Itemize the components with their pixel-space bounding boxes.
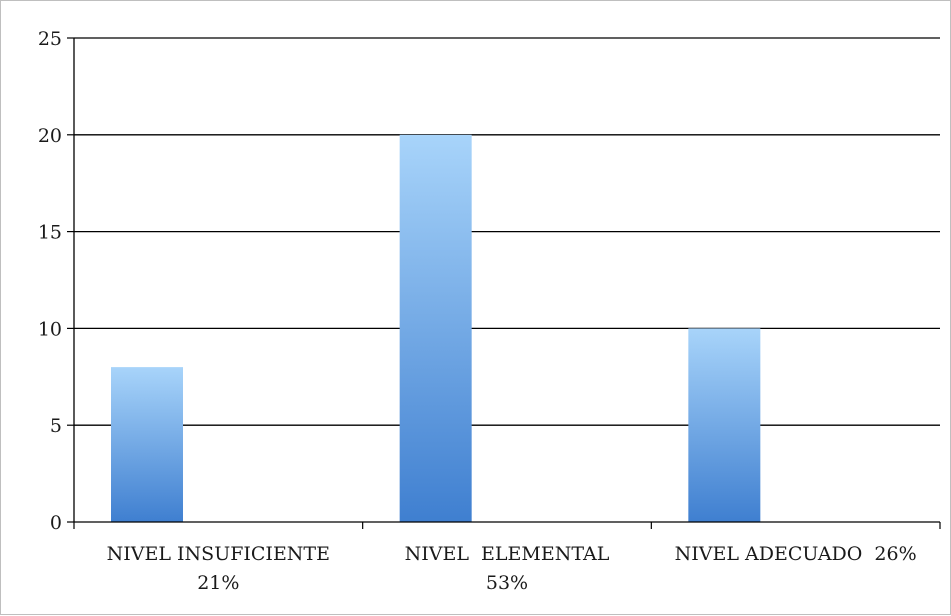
y-tick-label: 0: [50, 512, 62, 534]
bar: [688, 328, 761, 522]
bar: [399, 134, 472, 523]
bar: [111, 367, 183, 522]
x-category-label: NIVEL ADECUADO 26%: [675, 543, 917, 565]
y-tick-label: 20: [38, 125, 62, 147]
y-tick-label: 25: [38, 28, 62, 50]
y-tick-label: 5: [50, 415, 62, 437]
y-tick-label: 15: [38, 222, 62, 244]
y-tick-label: 10: [38, 318, 62, 340]
x-category-label: NIVEL INSUFICIENTE 21%: [107, 543, 330, 594]
x-category-label: NIVEL ELEMENTAL 53%: [405, 543, 610, 594]
